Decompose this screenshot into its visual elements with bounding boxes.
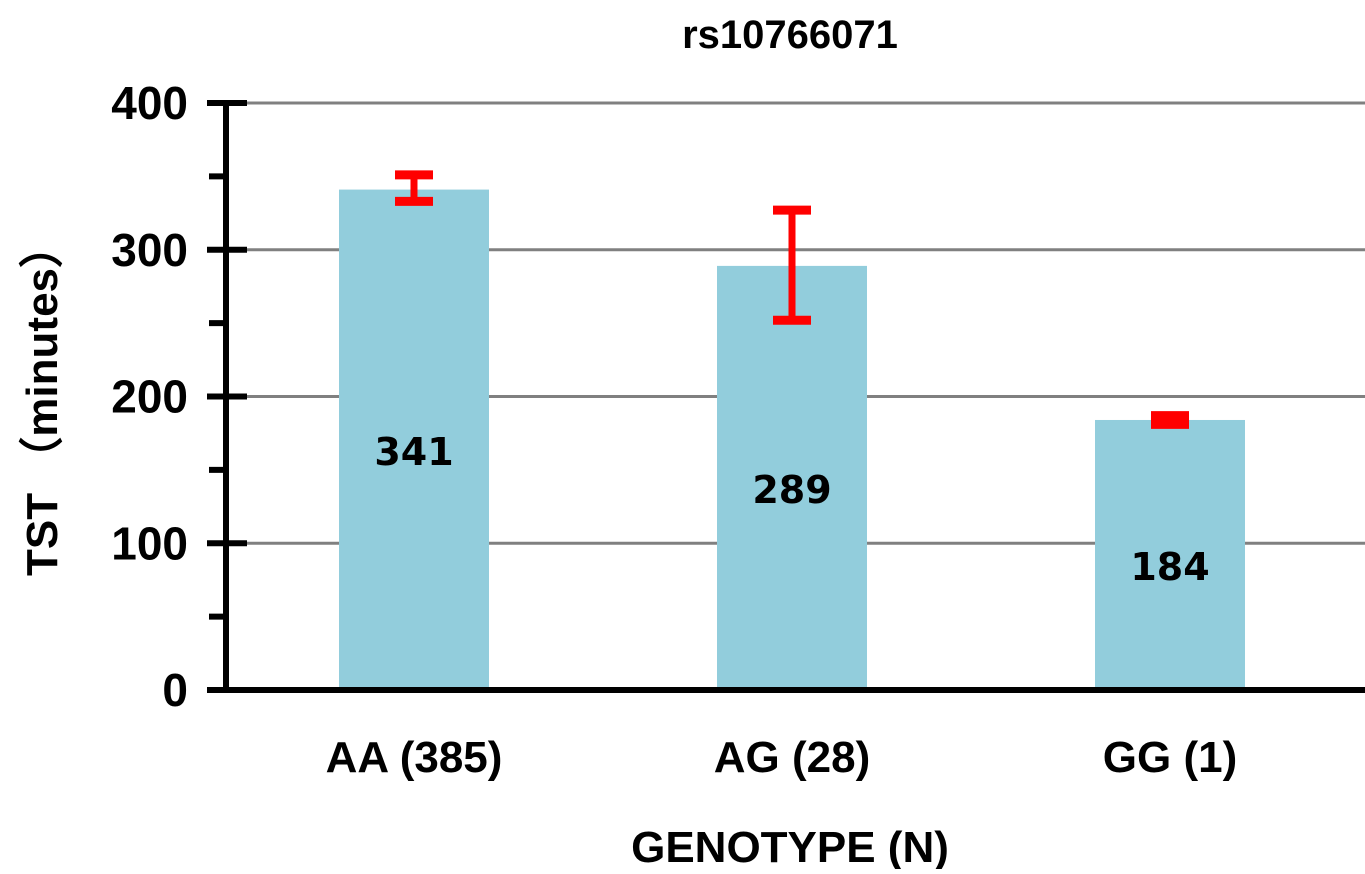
y-tick-label-0: 0 — [162, 664, 188, 716]
data-label-0: 341 — [374, 430, 453, 474]
y-axis-title: TST （minutes） — [18, 224, 67, 576]
x-category-label-1: AG (28) — [714, 733, 870, 782]
bar-1 — [717, 265, 867, 690]
x-category-label-2: GG (1) — [1103, 733, 1237, 782]
data-label-1: 289 — [752, 468, 831, 512]
y-tick-label-400: 400 — [111, 77, 188, 129]
data-label-2: 184 — [1130, 545, 1209, 589]
x-axis-title: GENOTYPE (N) — [631, 823, 949, 869]
chart-title: rs10766071 — [682, 13, 898, 57]
bar-2 — [1095, 419, 1245, 690]
y-tick-label-100: 100 — [111, 517, 188, 569]
bar-0 — [339, 189, 489, 690]
y-tick-label-300: 300 — [111, 224, 188, 276]
x-category-label-0: AA (385) — [326, 733, 503, 782]
y-tick-label-200: 200 — [111, 371, 188, 423]
